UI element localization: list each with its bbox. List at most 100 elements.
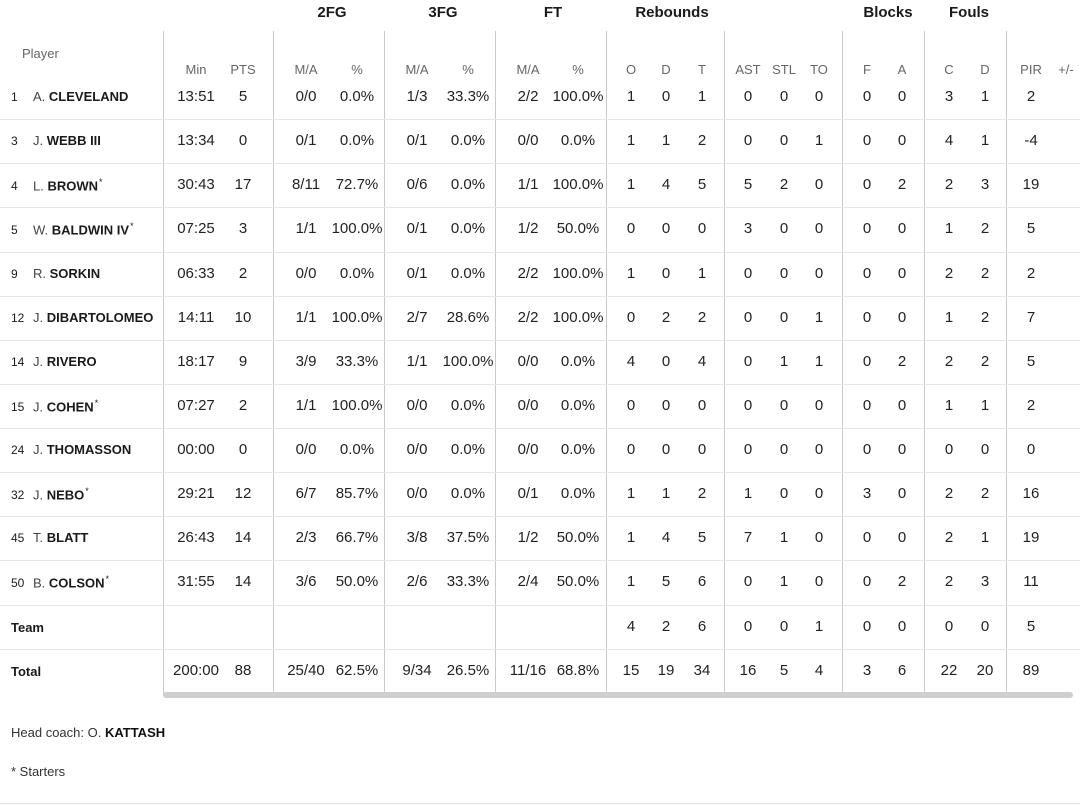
stat-cell: 4 [814, 662, 824, 679]
column-header[interactable]: % [462, 62, 474, 77]
player-last-name[interactable]: DIBARTOLOMEO [46, 310, 154, 325]
player-name-cohen[interactable]: 15 J. COHEN* [11, 398, 98, 414]
stat-cell: 0 [697, 220, 707, 237]
stat-cell: 1 [697, 265, 707, 282]
stat-cell: 7 [1026, 309, 1036, 326]
stat-cell: 50.0% [556, 529, 600, 546]
stat-cell: 2 [944, 265, 954, 282]
stat-cell: 0 [779, 441, 789, 458]
jersey-number: 50 [11, 576, 25, 591]
player-last-name[interactable]: CLEVELAND [48, 89, 129, 104]
player-last-name[interactable]: WEBB III [46, 133, 101, 148]
stat-cell: 0/0 [406, 485, 428, 502]
player-last-name[interactable]: RIVERO [46, 354, 97, 369]
player-last-name[interactable]: SORKIN [49, 266, 101, 281]
player-name-nebo[interactable]: 32 J. NEBO* [11, 486, 89, 502]
stat-cell: 11 [1023, 573, 1039, 590]
stat-cell: 0 [779, 265, 789, 282]
stat-cell: 3 [980, 176, 990, 193]
stat-cell: 0 [980, 441, 990, 458]
stat-cell: 0 [779, 88, 789, 105]
column-divider [842, 31, 843, 696]
column-header[interactable]: Min [185, 62, 207, 77]
player-name-cleveland[interactable]: 1 A. CLEVELAND [11, 89, 128, 104]
stat-cell: 2 [1026, 88, 1036, 105]
stat-cell: 2 [661, 618, 671, 635]
stat-cell: 2 [980, 309, 990, 326]
player-name-brown[interactable]: 4 L. BROWN* [11, 177, 103, 193]
horizontal-scrollbar[interactable] [163, 692, 1073, 698]
column-header[interactable]: F [863, 62, 871, 77]
stat-cell: 0/0 [517, 441, 539, 458]
player-last-name[interactable]: COHEN [46, 399, 94, 415]
stat-cell: 1 [626, 176, 636, 193]
starter-marker: * [85, 486, 89, 496]
stat-cell: 0 [697, 441, 707, 458]
stat-cell: 0 [980, 618, 990, 635]
stat-cell: 0 [743, 265, 753, 282]
column-header[interactable]: D [980, 62, 990, 77]
stat-cell: 12 [234, 485, 252, 502]
stat-cell: 0.0% [560, 485, 596, 502]
stat-cell: 07:27 [177, 397, 215, 414]
player-last-name[interactable]: BLATT [46, 530, 89, 545]
column-header[interactable]: M/A [516, 62, 540, 77]
player-last-name[interactable]: COLSON [48, 575, 105, 591]
stat-cell: 0/1 [295, 132, 317, 149]
stat-cell: 0 [814, 88, 824, 105]
stat-cell: 2 [661, 309, 671, 326]
stat-cell: 0.0% [560, 441, 596, 458]
stat-cell: 4 [697, 353, 707, 370]
stat-cell: 1 [980, 88, 990, 105]
player-name-blatt[interactable]: 45 T. BLATT [11, 530, 88, 545]
player-last-name[interactable]: BALDWIN IV [51, 222, 130, 238]
stat-cell: 3/8 [406, 529, 428, 546]
stat-cell: 37.5% [446, 529, 490, 546]
stat-cell: 14 [234, 573, 252, 590]
column-divider [924, 31, 925, 696]
stat-cell: 7 [743, 529, 753, 546]
stat-cell: 0 [743, 353, 753, 370]
column-header[interactable]: T [698, 62, 706, 77]
stat-cell: 0 [238, 441, 248, 458]
player-initial: J. [33, 354, 47, 369]
player-name-baldwin-iv[interactable]: 5 W. BALDWIN IV* [11, 221, 134, 237]
column-header[interactable]: % [351, 62, 363, 77]
stat-cell: 0 [897, 88, 907, 105]
column-header[interactable]: PTS [230, 62, 256, 77]
column-header[interactable]: O [625, 62, 637, 77]
stat-cell: 0 [862, 397, 872, 414]
column-header[interactable]: % [572, 62, 584, 77]
stat-cell: 19 [1022, 176, 1040, 193]
player-name-rivero[interactable]: 14 J. RIVERO [11, 354, 97, 369]
column-header[interactable]: A [897, 62, 907, 77]
player-name-dibartolomeo[interactable]: 12 J. DIBARTOLOMEO [11, 310, 153, 325]
stat-cell: 0 [897, 618, 907, 635]
stat-cell: 1 [626, 132, 636, 149]
column-header[interactable]: PIR [1020, 62, 1042, 77]
stat-cell: 0 [862, 220, 872, 237]
player-name-sorkin[interactable]: 9 R. SORKIN [11, 266, 100, 281]
player-last-name[interactable]: NEBO [46, 487, 85, 503]
column-header[interactable]: M/A [294, 62, 318, 77]
player-last-name[interactable]: THOMASSON [46, 442, 132, 457]
column-header[interactable]: TO [810, 62, 828, 77]
player-last-name[interactable]: BROWN [47, 178, 99, 194]
column-header[interactable]: +/- [1058, 62, 1074, 77]
player-name-colson[interactable]: 50 B. COLSON* [11, 574, 109, 590]
stat-cell: 0 [897, 132, 907, 149]
stat-cell: 2 [944, 353, 954, 370]
stat-cell: 0.0% [560, 397, 596, 414]
column-header[interactable]: D [661, 62, 671, 77]
column-header[interactable]: STL [772, 62, 796, 77]
stat-cell: 1 [814, 309, 824, 326]
column-header[interactable]: C [944, 62, 954, 77]
player-name-webb-iii[interactable]: 3 J. WEBB III [11, 133, 101, 148]
column-header[interactable]: AST [735, 62, 761, 77]
column-header[interactable]: M/A [405, 62, 429, 77]
stat-cell: 0 [743, 88, 753, 105]
player-column-header: Player [22, 46, 59, 61]
player-name-thomasson[interactable]: 24 J. THOMASSON [11, 442, 131, 457]
group-header-rebounds: Rebounds [635, 4, 709, 21]
